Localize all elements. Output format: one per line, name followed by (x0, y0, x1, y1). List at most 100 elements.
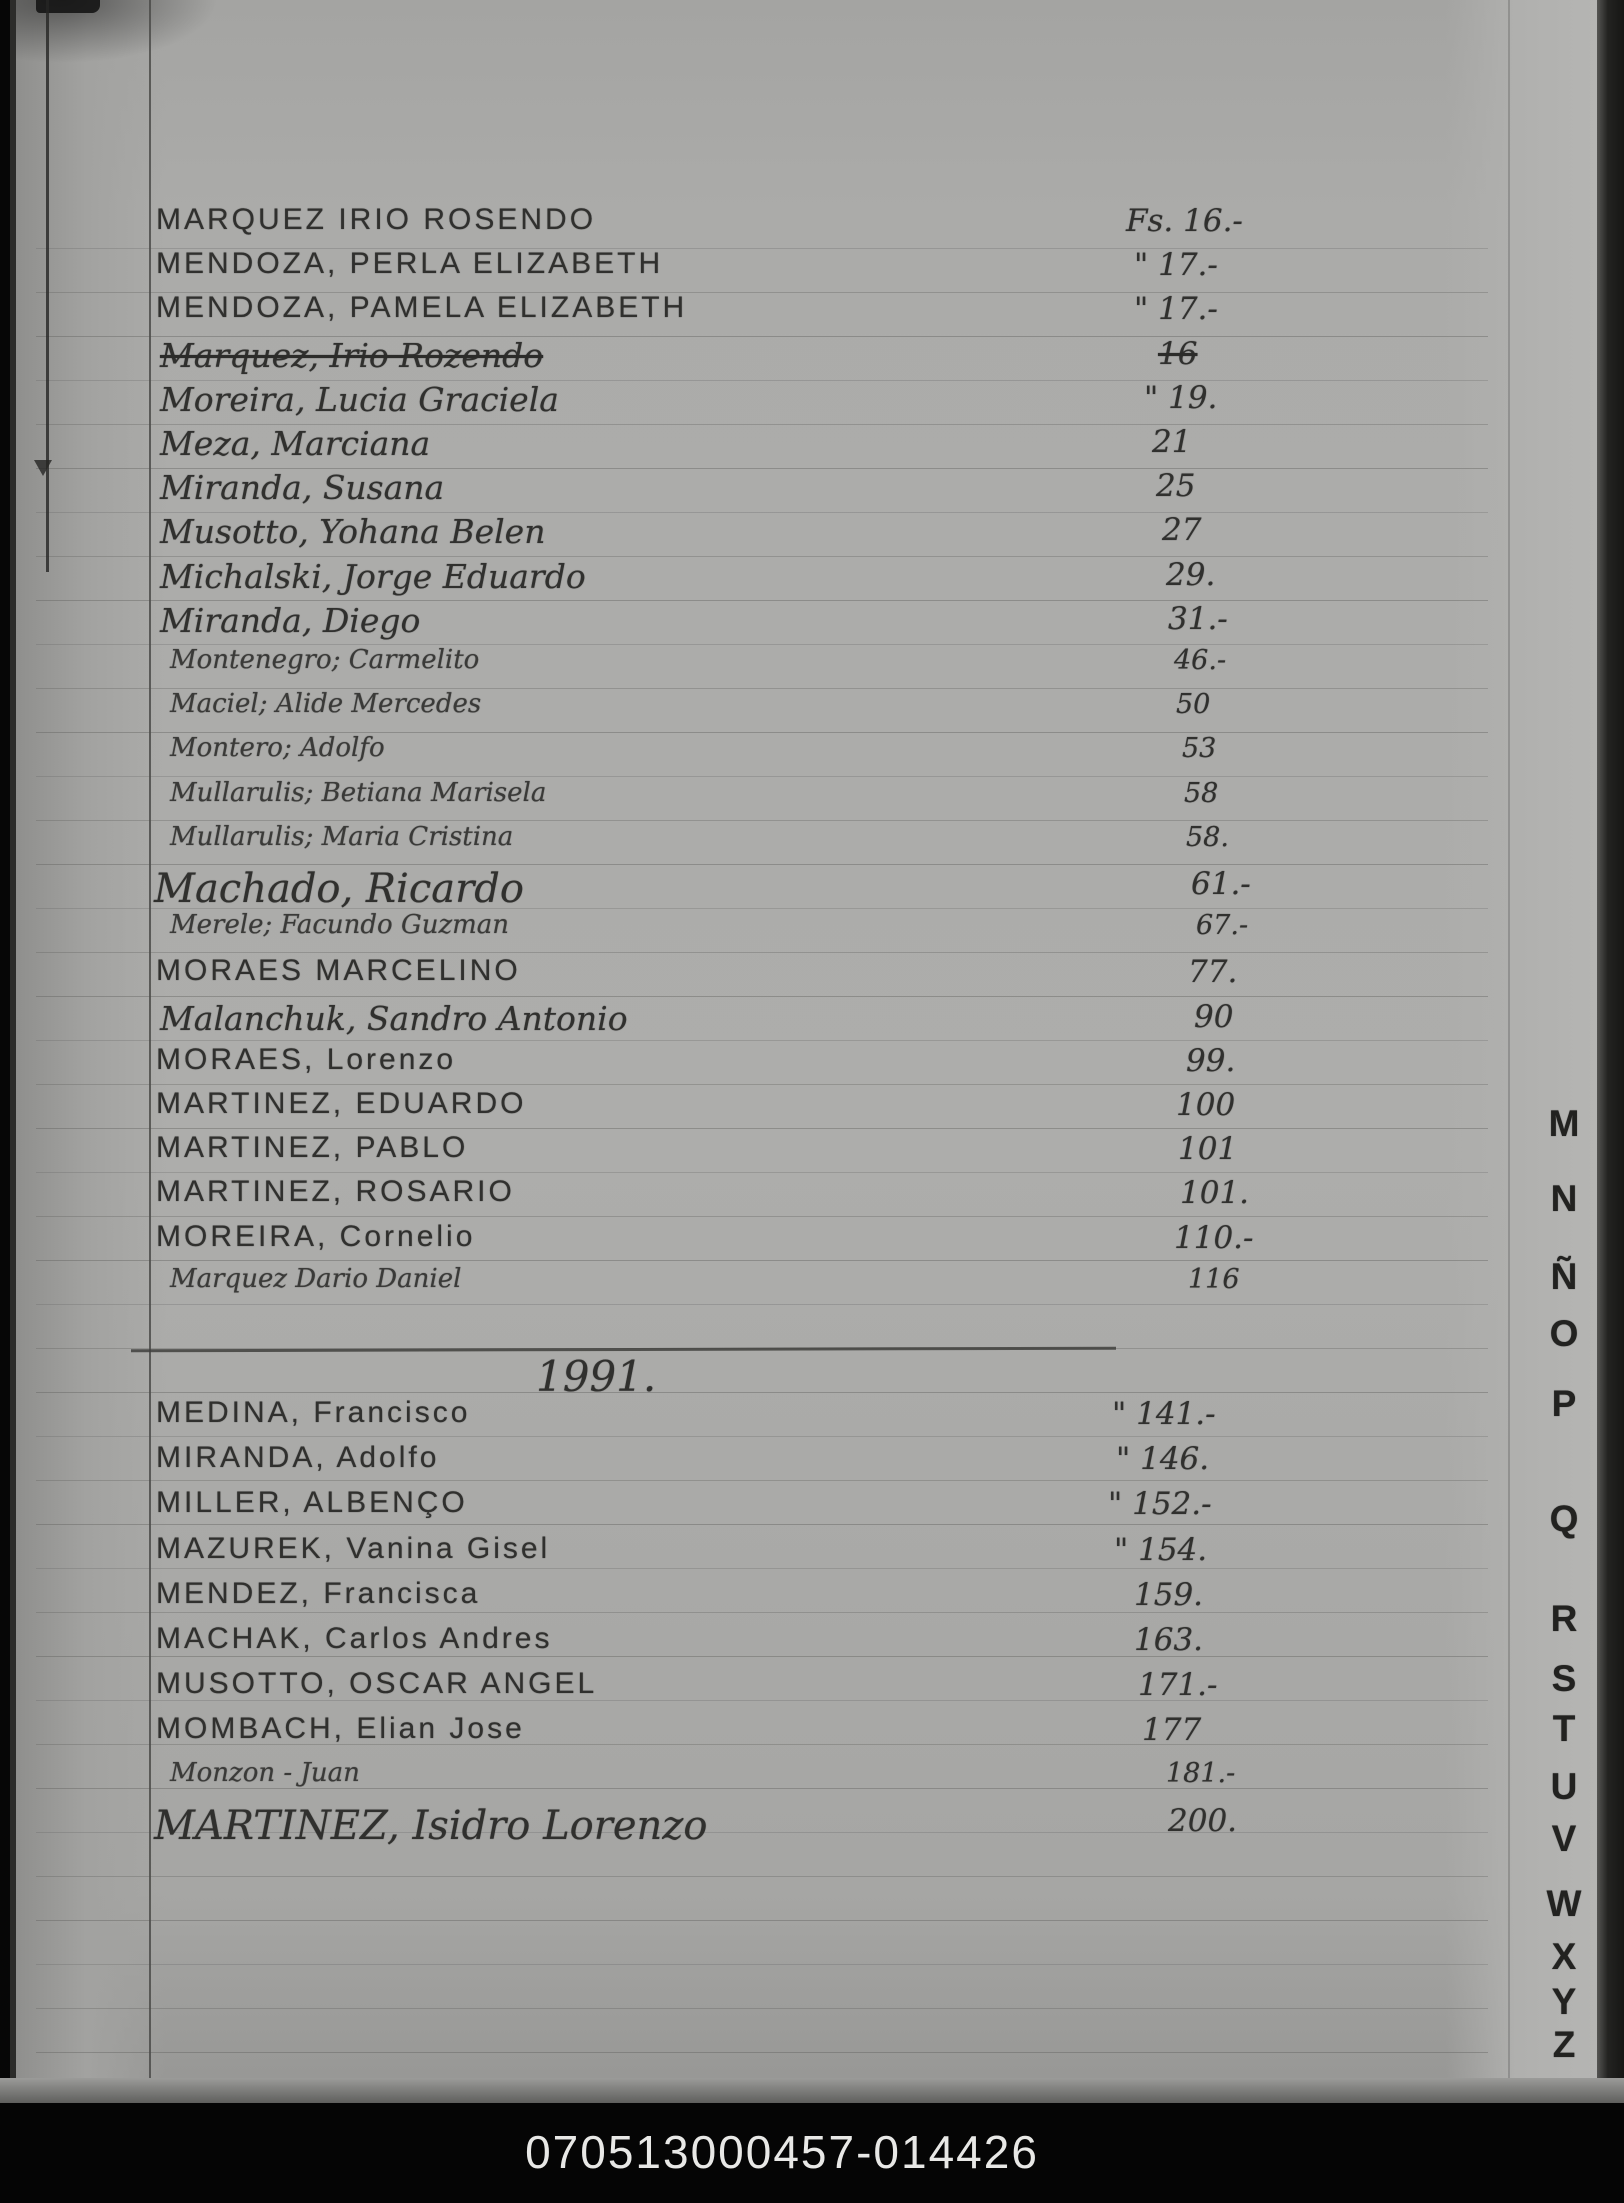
ruled-line (36, 1128, 1488, 1129)
ruled-line (36, 1260, 1488, 1261)
entry-folio-number: 163. (1134, 1622, 1204, 1658)
entry-folio-number: 177 (1142, 1712, 1202, 1748)
ruled-line (36, 1480, 1488, 1481)
entry-name: MENDOZA, PERLA ELIZABETH (156, 247, 664, 280)
entry-name: MOREIRA, Cornelio (156, 1220, 476, 1253)
index-entry-row: MOMBACH, Elian Jose 177 (16, 1712, 1496, 1758)
entry-folio-number: 90 (1194, 999, 1234, 1035)
index-entry-row: Marquez Dario Daniel 116 (16, 1264, 1496, 1310)
tab-letter-r: R (1550, 1598, 1578, 1639)
entry-folio-number: 101. (1180, 1175, 1250, 1211)
footer-bar: 070513000457-014426 (0, 2103, 1624, 2203)
tab-letter-p: P (1551, 1383, 1577, 1424)
index-entry-row: MILLER, ALBENÇO " 152.- (16, 1486, 1496, 1532)
ruled-line (36, 248, 1488, 249)
entry-folio-number: 77. (1188, 954, 1238, 990)
entry-folio-number: 61.- (1191, 866, 1251, 902)
entry-name: Merele; Facundo Guzman (170, 910, 510, 940)
entry-folio-number: 16 (1158, 336, 1198, 372)
ruled-line (36, 732, 1488, 733)
index-entry-row: Maciel; Alide Mercedes 50 (16, 689, 1496, 735)
entry-name: MACHAK, Carlos Andres (156, 1622, 553, 1655)
page-edge-mark-arrow (34, 460, 52, 476)
entry-folio-number: 58 (1184, 778, 1219, 809)
index-entry-row: MORAES MARCELINO 77. (16, 954, 1496, 1000)
ruled-line (36, 1084, 1488, 1085)
entry-name: Meza, Marciana (160, 424, 431, 463)
entry-name: MORAES, Lorenzo (156, 1043, 457, 1076)
ruled-line (36, 996, 1488, 997)
entry-name: Miranda, Susana (160, 468, 445, 507)
entry-folio-number: 116 (1188, 1264, 1240, 1295)
entry-name: Malanchuk, Sandro Antonio (160, 999, 628, 1038)
entry-folio-number: " 17.- (1134, 247, 1218, 283)
ruled-line (36, 380, 1488, 381)
tab-column-edge (1508, 0, 1510, 2102)
ruled-line (36, 644, 1488, 645)
ruled-line (36, 1832, 1488, 1833)
ruled-line (36, 1568, 1488, 1569)
index-entry-row: Montenegro; Carmelito 46.- (16, 645, 1496, 691)
entry-folio-number: 99. (1186, 1043, 1236, 1079)
tab-letter-m: M (1548, 1103, 1580, 1144)
index-entry-row: Marquez, Irio Rozendo 16 (16, 336, 1496, 382)
page-edge-mark (46, 0, 49, 572)
margin-line (149, 0, 151, 2102)
entry-folio-number: 110.- (1174, 1220, 1254, 1256)
entry-name: MIRANDA, Adolfo (156, 1441, 440, 1474)
ruled-line (36, 1304, 1488, 1305)
entry-name: MARTINEZ, EDUARDO (156, 1087, 527, 1120)
entry-name: Maciel; Alide Mercedes (170, 689, 482, 719)
ruled-line (36, 1436, 1488, 1437)
ruled-line (36, 688, 1488, 689)
index-entry-row: Monzon - Juan 181.- (16, 1758, 1496, 1804)
entry-folio-number: " 154. (1114, 1532, 1208, 1568)
ruled-line (36, 468, 1488, 469)
index-entry-row: MUSOTTO, OSCAR ANGEL 171.- (16, 1667, 1496, 1713)
entry-name: Montero; Adolfo (170, 733, 385, 763)
entry-name: Michalski, Jorge Eduardo (160, 557, 586, 596)
index-entry-row: MENDEZ, Francisca 159. (16, 1577, 1496, 1623)
ruled-line (36, 1744, 1488, 1745)
ruled-line (36, 336, 1488, 337)
ruled-line (36, 600, 1488, 601)
index-entry-row: MIRANDA, Adolfo " 146. (16, 1441, 1496, 1487)
ruled-line (36, 908, 1488, 909)
index-entry-row: Malanchuk, Sandro Antonio 90 (16, 999, 1496, 1045)
entry-name: Mullarulis; Betiana Marisela (170, 778, 547, 808)
entry-folio-number: 101 (1178, 1131, 1238, 1167)
index-entry-row: MARTINEZ, PABLO 101 (16, 1131, 1496, 1177)
index-entry-row: MARTINEZ, EDUARDO 100 (16, 1087, 1496, 1133)
entry-folio-number: 25 (1156, 468, 1196, 504)
tab-letter-z: Z (1552, 2024, 1576, 2065)
ruled-line (36, 1920, 1488, 1921)
page-corner-shadow (36, 0, 100, 13)
ruled-line (36, 1876, 1488, 1877)
year-heading: 1991. (536, 1352, 657, 1401)
entry-name: MARTINEZ, ROSARIO (156, 1175, 515, 1208)
ruled-line (36, 1656, 1488, 1657)
entry-name: Marquez Dario Daniel (170, 1264, 462, 1294)
entry-folio-number: " 17.- (1134, 291, 1218, 327)
book-spine-edge (1597, 0, 1624, 2103)
entry-name: Musotto, Yohana Belen (160, 512, 546, 551)
ruled-line (36, 1700, 1488, 1701)
entry-name: MARQUEZ IRIO ROSENDO (156, 203, 597, 236)
entry-name: Marquez, Irio Rozendo (160, 336, 544, 375)
ruled-line (36, 512, 1488, 513)
entry-name: Machado, Ricardo (154, 866, 524, 912)
ruled-line (36, 2008, 1488, 2009)
ruled-line (36, 2052, 1488, 2053)
entry-name: MILLER, ALBENÇO (156, 1486, 468, 1519)
ruled-line (36, 1788, 1488, 1789)
tab-letter-q: Q (1549, 1498, 1579, 1539)
entry-folio-number: " 141.- (1112, 1396, 1216, 1432)
tab-letter-o: O (1549, 1313, 1579, 1354)
tab-letter-ñ: Ñ (1550, 1256, 1578, 1297)
entry-folio-number: " 146. (1116, 1441, 1210, 1477)
index-entry-row: Meza, Marciana 21 (16, 424, 1496, 470)
entry-folio-number: Fs. 16.- (1126, 203, 1243, 239)
entry-folio-number: 181.- (1166, 1758, 1236, 1789)
ruled-line (36, 1964, 1488, 1965)
entry-folio-number: 53 (1182, 733, 1217, 764)
